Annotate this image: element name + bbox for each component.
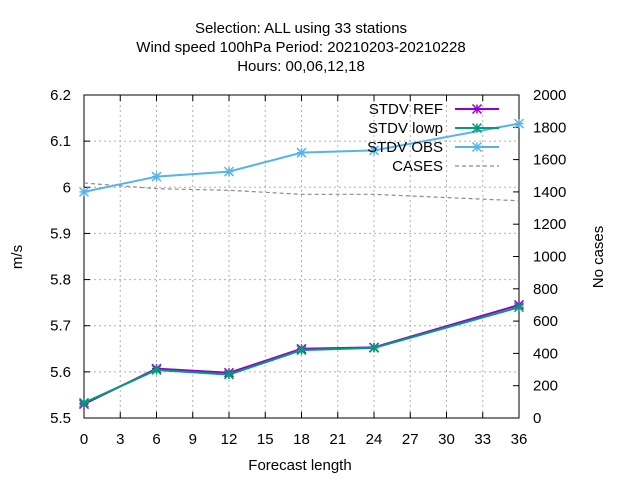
x-tick-label: 21: [329, 431, 346, 448]
y2-tick-label: 1400: [533, 184, 566, 201]
x-tick-label: 27: [402, 431, 419, 448]
data-point: [223, 166, 235, 177]
x-tick-label: 6: [152, 431, 160, 448]
y2-tick-label: 200: [533, 378, 558, 395]
marker-stroke: [471, 103, 483, 115]
x-tick-label: 33: [474, 431, 491, 448]
data-point: [151, 171, 162, 182]
marker-stroke: [513, 118, 525, 129]
series-stdv-obs: [78, 118, 525, 197]
y2-tick-label: 0: [533, 410, 541, 427]
marker-stroke: [471, 122, 483, 134]
legend-item: STDV REF: [369, 101, 499, 118]
y-tick-label: 5.6: [50, 364, 71, 381]
x-tick-label: 9: [189, 431, 197, 448]
tick-labels: 0 3 6 9 12 15 18 21 24 27 30 33 365.55.65.75.85.966.…: [50, 87, 566, 448]
data-point: [296, 147, 307, 158]
y-tick-label: 5.9: [50, 225, 71, 242]
series-stdv-lowp: [78, 302, 525, 408]
title-line: Selection: ALL using 33 stations: [195, 20, 407, 37]
x-axis-label: Forecast length: [248, 457, 351, 474]
data-point: [513, 118, 525, 129]
axes: [83, 94, 520, 419]
legend-item: STDV lowp: [368, 120, 499, 137]
data-point: [296, 345, 307, 356]
legend[interactable]: STDV REF STDV lowp STDV OBS CASES: [367, 101, 499, 175]
marker-stroke: [471, 141, 483, 153]
y2-tick-label: 1000: [533, 249, 566, 266]
marker-stroke: [151, 171, 162, 182]
title-line: Hours: 00,06,12,18: [237, 58, 365, 75]
y2-tick-label: 1800: [533, 119, 566, 136]
data-point: [368, 342, 380, 353]
legend-marker: [471, 141, 483, 153]
data-point: [78, 186, 90, 197]
y-tick-label: 5.7: [50, 318, 71, 335]
legend-marker: [471, 122, 483, 134]
y-tick-label: 6.2: [50, 87, 71, 104]
legend-label: STDV REF: [369, 101, 443, 118]
y-tick-label: 5.5: [50, 410, 71, 427]
y2-axis-label: No cases: [590, 226, 607, 289]
y2-tick-label: 1200: [533, 216, 566, 233]
marker-stroke: [78, 186, 90, 197]
marker-stroke: [223, 369, 235, 380]
y2-tick-label: 800: [533, 281, 558, 298]
x-tick-label: 15: [257, 431, 274, 448]
data-point: [223, 369, 235, 380]
data-point: [513, 302, 525, 313]
title-line: Wind speed 100hPa Period: 20210203-20210…: [136, 39, 465, 56]
legend-label: STDV OBS: [367, 139, 443, 156]
y2-tick-label: 600: [533, 313, 558, 330]
series-line: [83, 122, 520, 193]
x-tick-label: 12: [221, 431, 238, 448]
series-line: [83, 306, 520, 404]
marker-stroke: [151, 364, 162, 376]
data-point: [151, 364, 162, 376]
marker-stroke: [368, 145, 380, 156]
y2-tick-label: 2000: [533, 87, 566, 104]
grid: [84, 95, 519, 418]
marker-stroke: [223, 166, 235, 177]
data-point: [368, 145, 380, 156]
marker-stroke: [78, 397, 90, 408]
x-tick-label: 18: [293, 431, 310, 448]
y2-tick-label: 400: [533, 345, 558, 362]
marker-stroke: [296, 147, 307, 158]
legend-item: STDV OBS: [367, 139, 499, 156]
x-tick-label: 0: [80, 431, 88, 448]
y-tick-label: 6.1: [50, 133, 71, 150]
x-tick-label: 30: [438, 431, 455, 448]
x-tick-label: 24: [366, 431, 383, 448]
y-tick-label: 5.8: [50, 272, 71, 289]
marker-stroke: [513, 302, 525, 313]
legend-marker: [471, 103, 483, 115]
x-tick-label: 36: [511, 431, 528, 448]
x-tick-label: 3: [116, 431, 124, 448]
marker-stroke: [368, 342, 380, 353]
series: [78, 118, 525, 410]
y-tick-label: 6: [63, 179, 71, 196]
marker-stroke: [296, 345, 307, 356]
y-axis-label: m/s: [9, 245, 26, 269]
legend-item: CASES: [392, 158, 499, 175]
legend-label: CASES: [392, 158, 443, 175]
legend-label: STDV lowp: [368, 120, 443, 137]
y2-tick-label: 1600: [533, 152, 566, 169]
data-point: [78, 397, 90, 408]
chart-title: Selection: ALL using 33 stations Wind spe…: [136, 20, 465, 75]
